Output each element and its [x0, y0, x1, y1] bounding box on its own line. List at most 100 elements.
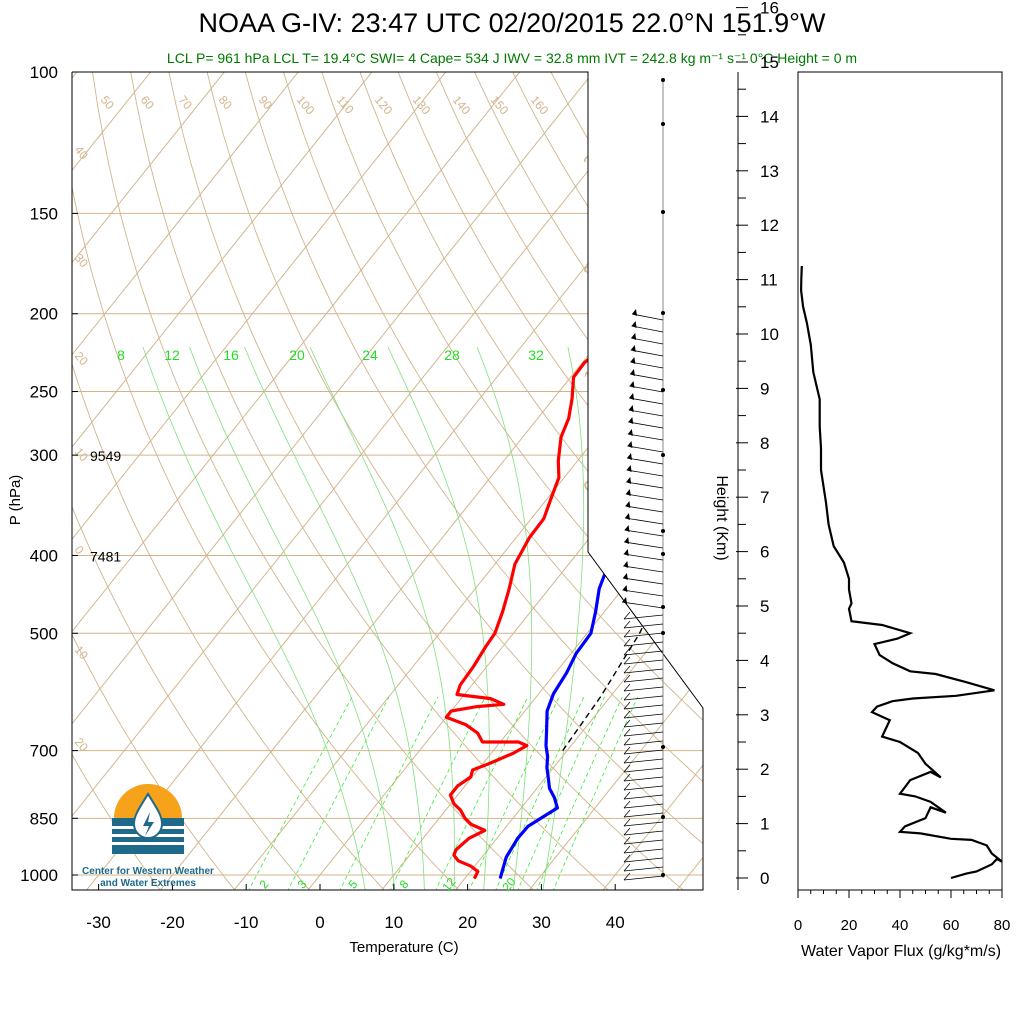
wind-barb — [625, 505, 664, 513]
wind-dot — [661, 78, 665, 82]
height-tick-label: 9 — [760, 379, 769, 398]
mixing-ratio-line — [494, 696, 585, 890]
wind-barb — [626, 457, 664, 465]
theta-label: 0 — [580, 476, 601, 498]
dry-adiabat-line — [72, 72, 237, 890]
wind-barb — [623, 713, 664, 719]
wind-barb — [623, 800, 631, 809]
wind-barb — [622, 589, 664, 597]
flux-frame — [797, 71, 1003, 891]
wind-barb-flag — [623, 561, 629, 568]
height-tick-label: 11 — [760, 271, 778, 290]
wind-barb — [623, 647, 631, 656]
wind-barb — [629, 373, 664, 381]
isotherm-line — [158, 72, 703, 890]
wind-barb — [623, 701, 631, 710]
mixing-ratio-line — [535, 696, 623, 890]
wind-dot — [661, 210, 665, 214]
wind-barb — [623, 641, 664, 647]
wind-barb — [623, 746, 631, 755]
x-tick-label: -10 — [234, 913, 259, 932]
wind-barb — [622, 577, 664, 585]
x-tick-label: -30 — [86, 913, 111, 932]
isotherm-line — [0, 72, 3, 892]
isotherm-label: 60 — [138, 93, 158, 112]
wind-dot — [661, 453, 665, 457]
height-tick-label: 12 — [760, 216, 779, 235]
wind-barb — [623, 728, 631, 737]
water-drop-icon — [132, 792, 164, 839]
wind-barb — [631, 325, 664, 333]
y-tick-label: 150 — [30, 204, 58, 223]
height-annotation: 7481 — [90, 548, 121, 564]
height-tick-label: 0 — [760, 869, 769, 888]
wind-barb — [625, 493, 664, 501]
dry-adiabat-line — [704, 72, 1024, 892]
wind-barb — [623, 677, 664, 683]
wind-barb — [623, 704, 664, 710]
wind-barb-flag — [629, 381, 635, 388]
y-tick-label: 300 — [30, 446, 58, 465]
wind-barb — [623, 686, 664, 692]
wind-barb-flag — [628, 405, 634, 412]
wind-barb — [623, 857, 664, 863]
dry-adiabat-line — [92, 72, 537, 890]
isotherm-label: 160 — [528, 93, 552, 118]
wind-barb — [623, 848, 664, 854]
wind-barb — [623, 629, 631, 638]
water-vapor-flux-curve — [799, 265, 1002, 880]
wind-barb — [623, 764, 631, 773]
flux-x-tick-label: 20 — [841, 917, 858, 934]
wind-barb-flag — [627, 429, 633, 436]
wind-barb-flag — [631, 321, 637, 328]
x-tick-label: 0 — [315, 913, 324, 932]
mixing-ratio-top-label: 32 — [528, 347, 544, 363]
x-tick-label: -20 — [160, 913, 185, 932]
wind-barb-flag — [626, 477, 632, 484]
isotherm-line — [72, 72, 520, 890]
wind-barb — [624, 541, 664, 549]
wind-dot — [661, 745, 665, 749]
wind-barb — [623, 782, 631, 791]
theta-label: 20 — [580, 255, 608, 283]
flux-x-tick-label: 60 — [943, 917, 960, 934]
wind-barb — [623, 812, 664, 818]
wind-barb — [630, 361, 664, 369]
wind-barb — [623, 830, 664, 836]
isotherm-line — [72, 72, 225, 890]
moist-adiabat-line — [387, 346, 490, 890]
isotherm-line — [72, 72, 668, 890]
height-tick-label: 2 — [760, 760, 769, 779]
mixing-ratio-line — [552, 696, 639, 890]
isotherm-line — [72, 72, 594, 890]
wind-barb — [623, 683, 631, 692]
chart-title: NOAA G-IV: 23:47 UTC 02/20/2015 22.0°N 1… — [198, 8, 826, 38]
isotherm-label: 40 — [72, 143, 92, 162]
mixing-ratio-bottom-label: 5 — [345, 877, 360, 891]
isotherm-label: 30 — [72, 251, 92, 270]
mixing-ratio-top-label: 28 — [444, 347, 460, 363]
mixing-ratio-line — [516, 696, 605, 890]
logo-line-2: and Water Extremes — [100, 878, 196, 889]
wind-barb — [629, 397, 664, 405]
wind-barb-flag — [630, 345, 636, 352]
wind-barb — [623, 827, 631, 836]
wind-barb — [623, 674, 631, 683]
y-axis-label: P (hPa) — [7, 475, 24, 526]
isotherm-line — [72, 72, 373, 890]
wind-barb — [623, 740, 664, 746]
x-tick-label: 10 — [384, 913, 403, 932]
wind-barb — [623, 553, 664, 561]
wind-barb — [623, 845, 631, 854]
flux-x-tick-label: 40 — [892, 917, 909, 934]
wind-barb — [623, 755, 631, 764]
moist-adiabat-line — [542, 346, 585, 890]
wind-dot — [661, 388, 665, 392]
wind-barb — [623, 872, 631, 881]
height-tick-label: 14 — [760, 107, 779, 126]
isotherm-label: 140 — [450, 93, 474, 118]
y-tick-label: 200 — [30, 305, 58, 324]
wind-barb — [623, 776, 664, 782]
height-tick-label: 1 — [760, 815, 769, 834]
wind-dot — [661, 605, 665, 609]
